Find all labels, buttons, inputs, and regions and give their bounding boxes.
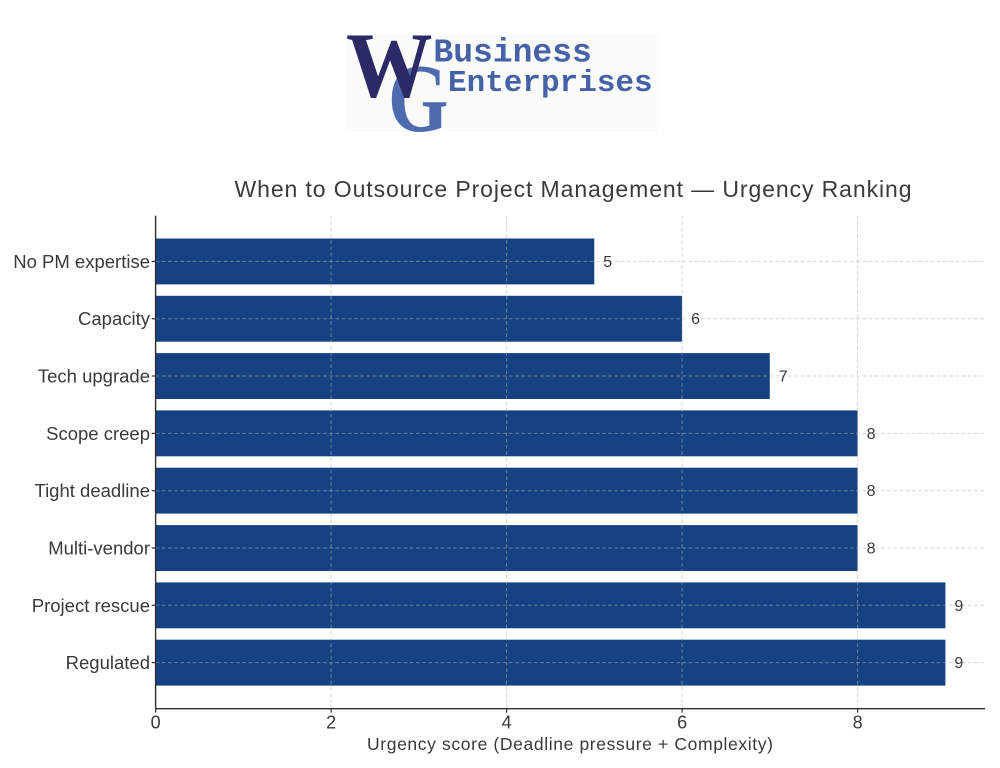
svg-text:Tight deadline: Tight deadline: [34, 480, 150, 501]
svg-text:Multi-vendor: Multi-vendor: [48, 538, 150, 559]
svg-text:0: 0: [151, 713, 161, 733]
svg-text:No PM expertise: No PM expertise: [13, 251, 150, 272]
svg-text:W: W: [346, 14, 432, 117]
svg-text:4: 4: [502, 713, 512, 733]
svg-text:6: 6: [691, 311, 700, 328]
svg-text:When to Outsource Project Mana: When to Outsource Project Management — U…: [235, 176, 912, 202]
svg-text:6: 6: [677, 713, 687, 733]
svg-text:Regulated: Regulated: [66, 652, 150, 673]
svg-text:G: G: [388, 45, 448, 152]
svg-text:9: 9: [954, 655, 963, 672]
svg-text:9: 9: [954, 598, 963, 615]
svg-text:2: 2: [326, 713, 336, 733]
svg-text:8: 8: [867, 541, 876, 558]
svg-text:5: 5: [603, 254, 612, 271]
svg-text:7: 7: [779, 369, 788, 386]
svg-text:Enterprises: Enterprises: [448, 66, 653, 101]
svg-text:Business: Business: [433, 35, 591, 72]
svg-text:Scope creep: Scope creep: [46, 423, 150, 444]
svg-text:Project rescue: Project rescue: [32, 595, 150, 616]
svg-text:8: 8: [867, 426, 876, 443]
svg-text:Tech upgrade: Tech upgrade: [38, 366, 150, 387]
svg-text:Urgency score (Deadline pressu: Urgency score (Deadline pressure + Compl…: [367, 734, 773, 754]
svg-text:Capacity: Capacity: [78, 308, 151, 329]
svg-text:8: 8: [853, 713, 863, 733]
svg-text:8: 8: [867, 483, 876, 500]
